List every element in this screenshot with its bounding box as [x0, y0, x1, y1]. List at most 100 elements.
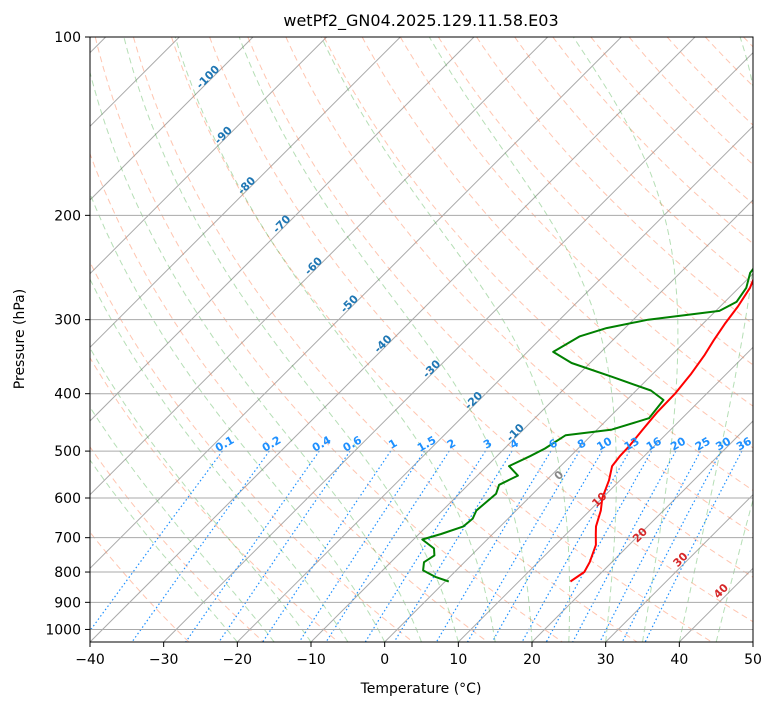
moist-adiabat-line — [238, 37, 533, 642]
pressure-grid — [90, 37, 753, 630]
x-axis: −40 −30 −20 −10 0 10 20 30 40 50 — [75, 642, 762, 668]
y-axis-title: Pressure (hPa) — [12, 289, 28, 389]
dry-adiabat-line — [514, 37, 753, 285]
x-tick-label: 40 — [670, 652, 688, 668]
moist-adiabat-line — [174, 37, 496, 642]
mixing-ratio-label: 3 — [481, 437, 494, 452]
x-tick-label: 10 — [449, 652, 467, 668]
moist-adiabat-label: 30 — [671, 549, 691, 569]
isotherm-line — [605, 493, 753, 642]
moist-adiabat-label: 20 — [630, 525, 650, 545]
y-tick-label: 1000 — [45, 622, 81, 638]
dry-adiabat-line — [90, 531, 190, 642]
dry-adiabat-line — [209, 37, 753, 623]
mixing-ratio-label: 4 — [508, 436, 521, 451]
dry-adiabat-line — [132, 37, 638, 642]
moist-adiabat-line — [715, 497, 753, 642]
moist-adiabat-line — [428, 37, 617, 642]
moist-adiabat-line — [90, 278, 349, 642]
mixing-ratio-line — [298, 450, 425, 642]
mixing-ratio-line — [262, 450, 392, 642]
mixing-ratio-line — [435, 450, 552, 642]
isotherm-line — [90, 37, 328, 275]
isotherm-label: -30 — [420, 357, 443, 380]
mixing-ratio-line — [621, 450, 722, 642]
background-lines — [90, 37, 753, 642]
dry-adiabat-line — [90, 260, 414, 642]
y-tick-label: 400 — [54, 387, 81, 403]
dry-adiabat-line — [743, 37, 753, 48]
moist-adiabat-line — [90, 70, 422, 642]
moist-adiabat-line — [678, 37, 753, 642]
isotherm-label: -40 — [371, 332, 394, 355]
isotherm-line — [310, 199, 753, 642]
x-tick-label: 30 — [597, 652, 615, 668]
y-tick-label: 600 — [54, 491, 81, 507]
dry-adiabat-line — [90, 356, 339, 642]
moist-adiabat-line — [320, 37, 571, 642]
y-tick-label: 700 — [54, 531, 81, 547]
y-tick-label: 300 — [54, 313, 81, 329]
isotherm-line — [90, 37, 696, 642]
dry-adiabat-line — [704, 37, 753, 87]
mixing-ratio-label: 36 — [734, 434, 754, 453]
dry-adiabat-line — [552, 37, 753, 245]
isotherm-line — [531, 420, 753, 642]
moist-adiabat-line — [90, 192, 386, 642]
mixing-ratio-line — [325, 450, 450, 642]
mixing-ratio-line — [131, 450, 270, 642]
isotherm-label: -60 — [302, 254, 325, 277]
mixing-ratio-line — [521, 450, 631, 642]
isotherm-line — [90, 37, 549, 496]
mixing-ratio-line — [185, 450, 320, 642]
mixing-ratio-line — [644, 450, 743, 642]
moist-adiabat-line — [123, 37, 459, 642]
x-tick-label: −40 — [75, 652, 105, 668]
isotherm-line — [236, 125, 753, 642]
y-tick-label: 800 — [54, 565, 81, 581]
x-tick-label: −10 — [296, 652, 326, 668]
mixing-ratio-line — [491, 450, 603, 642]
dry-adiabat-line — [666, 37, 753, 126]
y-tick-label: 200 — [54, 208, 81, 224]
dry-adiabat-line — [90, 446, 264, 642]
isotherm-label: -20 — [462, 389, 485, 412]
mixing-ratio-line — [466, 450, 580, 642]
dry-adiabat-line — [247, 37, 753, 578]
isotherm-label: -80 — [235, 174, 258, 197]
dry-adiabat-line — [90, 152, 488, 642]
mixing-ratio-label: 1 — [386, 437, 399, 452]
isotherm-line — [752, 641, 753, 642]
moist-adiabat-label: 40 — [711, 581, 731, 601]
x-tick-label: 0 — [380, 652, 389, 668]
mixing-ratio-line — [599, 450, 702, 642]
mixing-ratio-line — [572, 450, 677, 642]
y-tick-label: 500 — [54, 444, 81, 460]
dry-adiabat-line — [399, 37, 753, 407]
mixing-ratio-line — [364, 450, 486, 642]
moist-adiabat-line — [90, 459, 238, 642]
series-group — [421, 267, 753, 583]
dewpoint-line — [421, 267, 753, 583]
isotherm-label: -100 — [194, 63, 223, 92]
dry-adiabat-line — [285, 37, 753, 534]
moist-adiabat-line — [90, 406, 275, 642]
plot-frame — [89, 36, 754, 643]
moist-adiabat-line — [90, 347, 312, 642]
isotherm-line — [457, 346, 753, 642]
x-tick-label: 20 — [523, 652, 541, 668]
dry-adiabat-line — [590, 37, 753, 205]
x-axis-title: Temperature (°C) — [360, 681, 482, 697]
isotherm-line — [678, 567, 753, 642]
mixing-ratio-label: 2 — [445, 437, 458, 452]
isotherm-label: -50 — [338, 292, 361, 315]
moist-adiabat-label: 10 — [589, 490, 609, 510]
mixing-ratio-label: 6 — [547, 436, 560, 451]
dry-adiabat-line — [171, 37, 712, 642]
isotherm-label: -70 — [270, 212, 293, 235]
moist-adiabat-line — [572, 37, 679, 642]
isotherm-line — [90, 37, 254, 201]
mixing-ratio-line — [545, 450, 653, 642]
y-tick-label: 900 — [54, 595, 81, 611]
